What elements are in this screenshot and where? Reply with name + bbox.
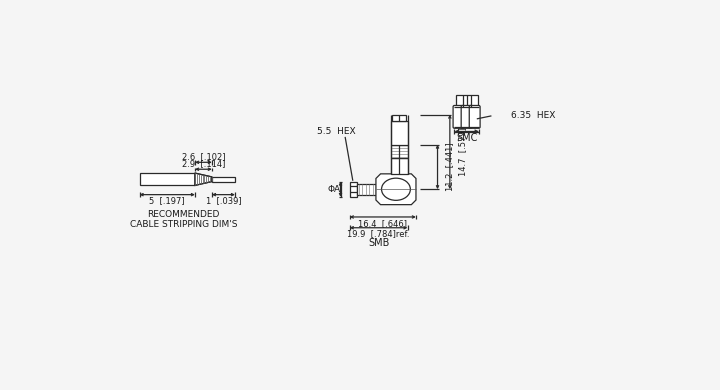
Bar: [456, 94, 477, 107]
Bar: [390, 122, 408, 145]
Text: RECOMMENDED
CABLE STRIPPING DIM'S: RECOMMENDED CABLE STRIPPING DIM'S: [130, 210, 237, 229]
Text: 1  [.039]: 1 [.039]: [206, 196, 241, 205]
Text: SMB: SMB: [368, 238, 390, 248]
FancyBboxPatch shape: [462, 105, 472, 128]
Text: 11.2  [.441]: 11.2 [.441]: [446, 143, 454, 191]
Polygon shape: [376, 174, 416, 205]
Text: 19.9  [.784]ref.: 19.9 [.784]ref.: [347, 229, 410, 238]
Text: 5  [.197]: 5 [.197]: [150, 196, 185, 205]
Text: 6.35  HEX: 6.35 HEX: [510, 112, 555, 121]
Text: 14.7  [.579]: 14.7 [.579]: [458, 128, 467, 176]
Text: 5.5  HEX: 5.5 HEX: [317, 127, 355, 136]
Text: ΦA: ΦA: [327, 185, 340, 194]
Bar: [212, 177, 235, 182]
Bar: [350, 182, 357, 197]
Polygon shape: [195, 173, 212, 185]
Text: 16.4  [.646]: 16.4 [.646]: [359, 219, 408, 228]
Bar: [392, 115, 406, 122]
Text: SMC: SMC: [456, 133, 477, 144]
Bar: [357, 184, 376, 195]
Bar: [390, 158, 408, 174]
Bar: [140, 173, 195, 185]
Text: 2.9  [.114]: 2.9 [.114]: [181, 160, 225, 168]
Bar: [390, 145, 408, 158]
FancyBboxPatch shape: [469, 105, 480, 128]
FancyBboxPatch shape: [453, 105, 464, 128]
Text: 2.6  [.102]: 2.6 [.102]: [181, 152, 225, 161]
